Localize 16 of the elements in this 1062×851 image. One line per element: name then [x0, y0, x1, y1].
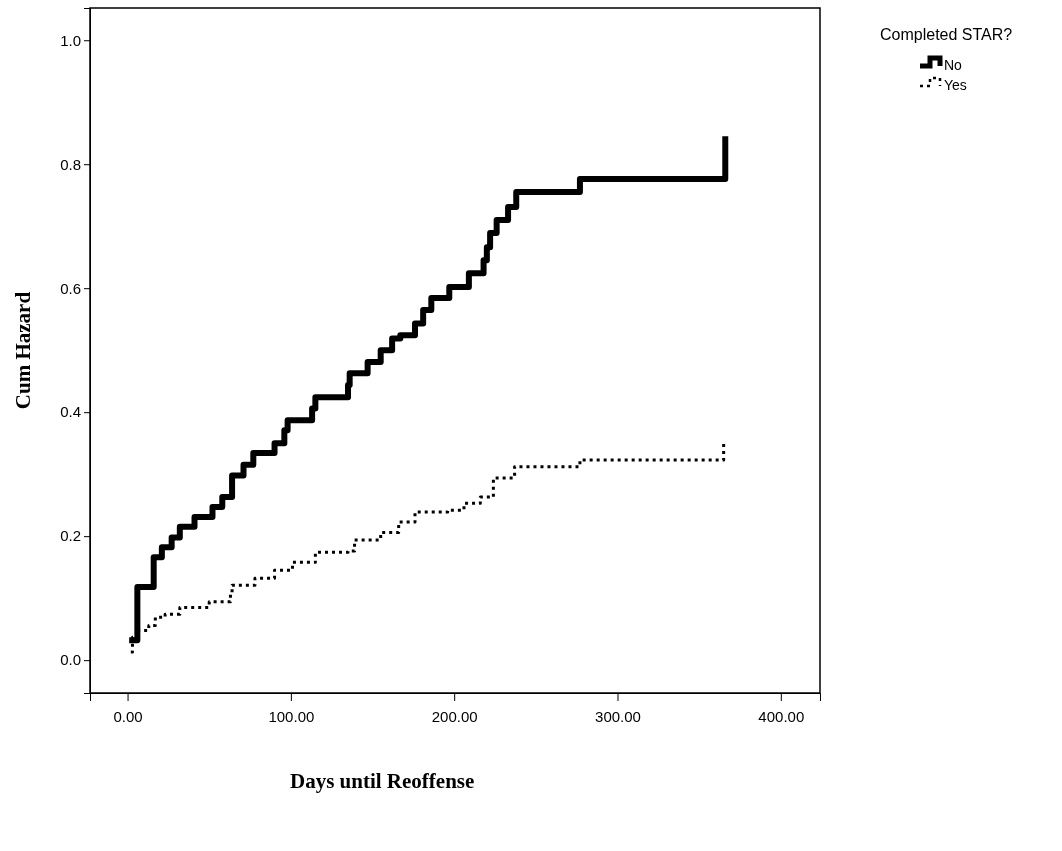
legend-label: No	[944, 57, 963, 73]
x-tick-label: 400.00	[758, 708, 805, 725]
y-tick-label: 0.6	[60, 279, 81, 297]
x-tick-label: 0.00	[113, 708, 143, 725]
y-tick-label: 0.4	[60, 403, 81, 421]
x-tick-label: 100.00	[268, 708, 315, 725]
legend-label: Yes	[944, 77, 967, 93]
y-tick-label: 0.2	[60, 527, 81, 545]
x-tick-label: 300.00	[595, 708, 641, 725]
legend-title: Completed STAR?	[880, 26, 1013, 43]
y-tick-label: 0.8	[60, 155, 81, 173]
y-axis-title: Cum Hazard	[11, 291, 35, 410]
y-tick-label: 1.0	[60, 31, 81, 49]
x-axis-title: Days until Reoffense	[290, 769, 475, 793]
y-tick-label: 0.0	[60, 651, 81, 669]
x-tick-label: 200.00	[431, 708, 478, 725]
